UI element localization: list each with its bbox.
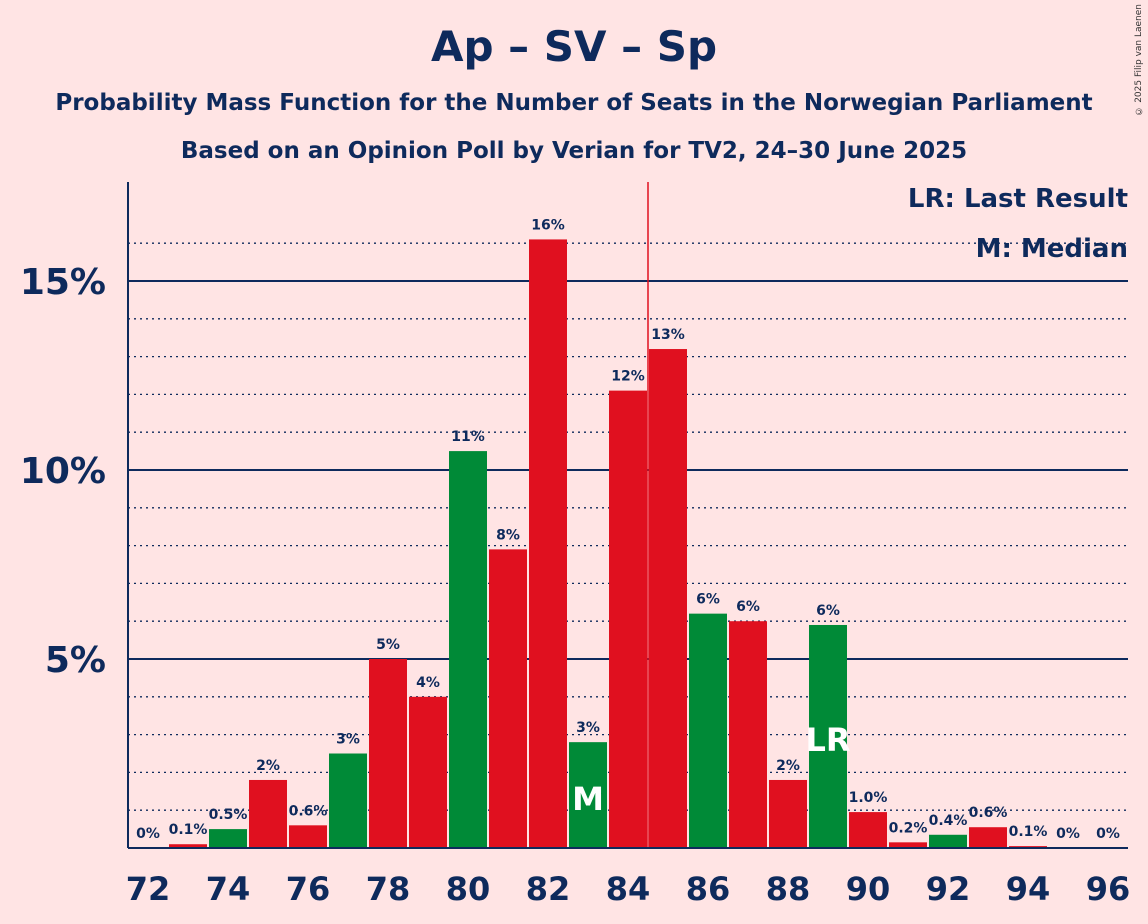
bar-seat-81 — [489, 549, 527, 848]
x-tick-label: 90 — [846, 870, 891, 908]
bar-value-label: 0.4% — [929, 813, 968, 829]
bar-value-label: 2% — [256, 758, 280, 774]
x-tick-label: 88 — [766, 870, 811, 908]
bar-seat-75 — [249, 779, 287, 848]
median-marker: M — [572, 780, 604, 818]
bar-value-label: 16% — [531, 217, 565, 233]
bar-value-label: 3% — [336, 732, 360, 748]
bar-value-label: 6% — [696, 592, 720, 608]
bar-seat-73 — [169, 844, 207, 848]
x-tick-label: 92 — [926, 870, 971, 908]
bar-seat-93 — [969, 827, 1007, 848]
bar-value-label: 11% — [451, 429, 485, 445]
bar-value-label: 6% — [816, 603, 840, 619]
bar-seat-88 — [769, 779, 807, 848]
bar-seat-89 — [809, 624, 847, 848]
bar-value-label: 0.6% — [969, 805, 1008, 821]
bar-seat-83 — [569, 742, 607, 848]
bar-value-label: 0.1% — [169, 822, 208, 838]
bar-value-label: 1.0% — [849, 790, 888, 806]
bar-value-label: 12% — [611, 369, 645, 385]
x-tick-label: 94 — [1006, 870, 1051, 908]
y-tick-label: 5% — [45, 640, 106, 681]
x-tick-label: 96 — [1086, 870, 1131, 908]
y-tick-label: 15% — [20, 262, 106, 303]
bar-value-label: 5% — [376, 637, 400, 653]
x-tick-label: 84 — [606, 870, 651, 908]
bar-seat-85 — [649, 349, 687, 848]
bar-seat-90 — [849, 812, 887, 848]
bar-seat-91 — [889, 842, 927, 848]
bar-value-label: 2% — [776, 758, 800, 774]
last-result-marker: LR — [805, 721, 850, 759]
chart-source: Based on an Opinion Poll by Verian for T… — [180, 138, 968, 164]
legend-last-result: LR: Last Result — [907, 184, 1128, 214]
x-tick-label: 72 — [126, 870, 171, 908]
bar-value-label: 0.5% — [209, 807, 248, 823]
y-tick-label: 10% — [20, 451, 106, 492]
bar-seat-77 — [329, 753, 367, 848]
chart-subtitle: Probability Mass Function for the Number… — [55, 90, 1093, 116]
bar-labels: 0% 0.1%0.5%2%0.6%3%5%4%11%8%16%3%12%13%6%… — [136, 217, 1120, 842]
bar-value-label: 0.2% — [889, 820, 928, 836]
bar-seat-74 — [209, 829, 247, 848]
bar-value-label: 8% — [496, 527, 520, 543]
bar-value-label: 0.1% — [1009, 824, 1048, 840]
bar-seat-76 — [289, 825, 327, 848]
bars — [169, 239, 1047, 849]
bar-value-label: 0.6% — [289, 803, 328, 819]
bar-value-label: 0% — [1096, 826, 1120, 842]
bar-seat-86 — [689, 613, 727, 848]
bar-seat-78 — [369, 659, 407, 848]
chart-title: Ap – SV – Sp — [430, 22, 718, 71]
bar-value-label: 4% — [416, 675, 440, 691]
bar-seat-84 — [609, 390, 647, 848]
legend-median: M: Median — [975, 234, 1128, 264]
x-tick-label: 74 — [206, 870, 251, 908]
bar-value-label: 13% — [651, 327, 685, 343]
bar-value-label: 0% — [1056, 826, 1080, 842]
bar-seat-80 — [449, 451, 487, 848]
bar-seat-82 — [529, 239, 567, 849]
x-tick-label: 86 — [686, 870, 731, 908]
bar-value-label: 3% — [576, 720, 600, 736]
bar-value-label: 6% — [736, 599, 760, 615]
x-tick-label: 82 — [526, 870, 571, 908]
bar-seat-87 — [729, 621, 767, 848]
x-tick-label: 76 — [286, 870, 331, 908]
bar-value-label: 0% — [136, 826, 160, 842]
bar-seat-92 — [929, 834, 967, 848]
x-tick-label: 78 — [366, 870, 411, 908]
bar-seat-79 — [409, 696, 447, 848]
axes: 5% 10% 15% 72 74 76 78 80 82 84 86 88 90 92 94 96 — [20, 182, 1130, 908]
x-tick-label: 80 — [446, 870, 491, 908]
